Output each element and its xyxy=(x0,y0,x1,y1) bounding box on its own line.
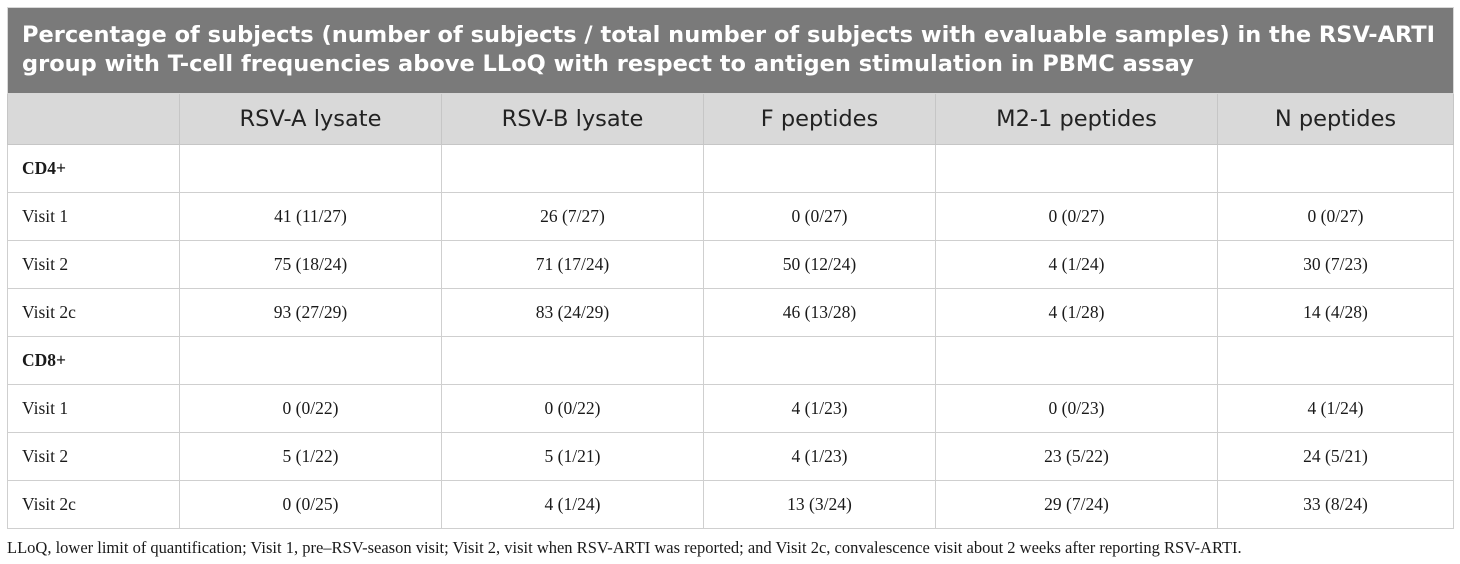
table-caption: Percentage of subjects (number of subjec… xyxy=(6,7,1455,94)
table-cell: 0 (0/23) xyxy=(935,384,1218,433)
table-cell: 71 (17/24) xyxy=(441,240,704,289)
table-cell: 0 (0/27) xyxy=(935,192,1218,241)
caption-row: Percentage of subjects (number of subjec… xyxy=(6,7,1455,94)
empty-cell xyxy=(441,336,704,385)
empty-cell xyxy=(935,336,1218,385)
table-row: Visit 2 75 (18/24) 71 (17/24) 50 (12/24)… xyxy=(7,240,1455,289)
empty-cell xyxy=(441,144,704,193)
table-cell: 0 (0/22) xyxy=(441,384,704,433)
column-header: F peptides xyxy=(703,93,936,145)
table-cell: 29 (7/24) xyxy=(935,480,1218,529)
row-label: Visit 1 xyxy=(7,384,180,433)
empty-cell xyxy=(703,336,936,385)
table-row: Visit 1 41 (11/27) 26 (7/27) 0 (0/27) 0 … xyxy=(7,192,1455,241)
column-header: RSV-A lysate xyxy=(179,93,442,145)
row-label: Visit 2 xyxy=(7,240,180,289)
table-cell: 30 (7/23) xyxy=(1216,240,1455,289)
empty-cell xyxy=(935,144,1218,193)
section-header-row: CD8+ xyxy=(7,336,1455,385)
table-row: Visit 2c 0 (0/25) 4 (1/24) 13 (3/24) 29 … xyxy=(7,480,1455,529)
table-row: Visit 1 0 (0/22) 0 (0/22) 4 (1/23) 0 (0/… xyxy=(7,384,1455,433)
table-cell: 4 (1/24) xyxy=(1216,384,1455,433)
table-cell: 46 (13/28) xyxy=(703,288,936,337)
table-cell: 4 (1/24) xyxy=(441,480,704,529)
column-header: M2-1 peptides xyxy=(935,93,1218,145)
table-cell: 14 (4/28) xyxy=(1216,288,1455,337)
table-cell: 4 (1/23) xyxy=(703,432,936,481)
results-table: Percentage of subjects (number of subjec… xyxy=(6,7,1455,529)
table-cell: 24 (5/21) xyxy=(1216,432,1455,481)
table-cell: 4 (1/23) xyxy=(703,384,936,433)
table-cell: 4 (1/28) xyxy=(935,288,1218,337)
table-cell: 0 (0/27) xyxy=(1216,192,1455,241)
table-cell: 50 (12/24) xyxy=(703,240,936,289)
table-cell: 75 (18/24) xyxy=(179,240,442,289)
section-label: CD4+ xyxy=(7,144,180,193)
column-header: RSV-B lysate xyxy=(441,93,704,145)
table-cell: 5 (1/21) xyxy=(441,432,704,481)
row-label: Visit 1 xyxy=(7,192,180,241)
table-cell: 23 (5/22) xyxy=(935,432,1218,481)
section-label: CD8+ xyxy=(7,336,180,385)
empty-cell xyxy=(1216,336,1455,385)
empty-cell xyxy=(1216,144,1455,193)
table-cell: 93 (27/29) xyxy=(179,288,442,337)
results-table-container: Percentage of subjects (number of subjec… xyxy=(6,7,1455,529)
table-cell: 33 (8/24) xyxy=(1216,480,1455,529)
row-label: Visit 2c xyxy=(7,480,180,529)
table-cell: 5 (1/22) xyxy=(179,432,442,481)
table-row: Visit 2 5 (1/22) 5 (1/21) 4 (1/23) 23 (5… xyxy=(7,432,1455,481)
table-cell: 26 (7/27) xyxy=(441,192,704,241)
row-label: Visit 2c xyxy=(7,288,180,337)
table-row: Visit 2c 93 (27/29) 83 (24/29) 46 (13/28… xyxy=(7,288,1455,337)
table-cell: 13 (3/24) xyxy=(703,480,936,529)
row-label: Visit 2 xyxy=(7,432,180,481)
empty-cell xyxy=(703,144,936,193)
table-cell: 0 (0/27) xyxy=(703,192,936,241)
column-header: N peptides xyxy=(1216,93,1455,145)
table-footnote: LLoQ, lower limit of quantification; Vis… xyxy=(7,538,1242,557)
empty-cell xyxy=(179,144,442,193)
column-header-row: RSV-A lysate RSV-B lysate F peptides M2-… xyxy=(7,93,1455,145)
section-header-row: CD4+ xyxy=(7,144,1455,193)
column-header xyxy=(7,93,180,145)
table-cell: 4 (1/24) xyxy=(935,240,1218,289)
table-cell: 83 (24/29) xyxy=(441,288,704,337)
empty-cell xyxy=(179,336,442,385)
table-cell: 41 (11/27) xyxy=(179,192,442,241)
table-cell: 0 (0/22) xyxy=(179,384,442,433)
table-cell: 0 (0/25) xyxy=(179,480,442,529)
